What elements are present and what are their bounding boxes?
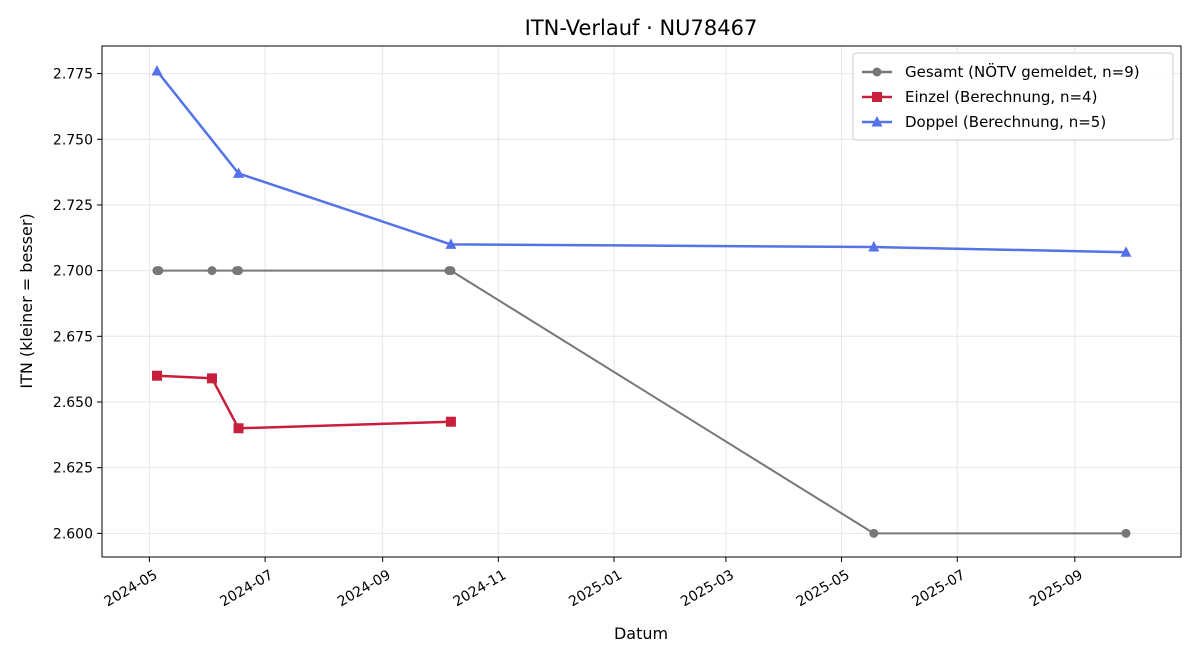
y-tick-label: 2.600 <box>53 526 93 542</box>
legend-label: Einzel (Berechnung, n=4) <box>905 88 1097 106</box>
legend-box <box>852 52 1174 141</box>
data-point-doppel <box>1120 246 1132 257</box>
chart-title: ITN-Verlauf · NU78467 <box>525 16 758 40</box>
legend-item-einzel: Einzel (Berechnung, n=4) <box>862 88 1097 106</box>
y-tick-label: 2.725 <box>53 198 93 214</box>
x-tick-label: 2024-09 <box>335 567 394 610</box>
data-point-gesamt <box>207 266 217 276</box>
data-point-einzel <box>233 423 244 434</box>
plot-frame <box>101 45 1182 558</box>
data-point-doppel <box>868 240 880 252</box>
x-tick-label: 2024-07 <box>217 567 276 610</box>
y-tick-label: 2.750 <box>53 132 93 148</box>
legend-marker <box>871 116 883 127</box>
x-tick-label: 2024-11 <box>451 567 510 610</box>
x-tick-label: 2025-09 <box>1027 567 1086 610</box>
data-point-gesamt <box>154 266 164 276</box>
x-tick-label: 2025-03 <box>678 567 737 610</box>
data-point-einzel <box>206 373 217 384</box>
data-point-einzel <box>445 416 456 427</box>
y-axis: 2.600 2.625 2.650 2.675 2.700 2.725 2.750 2.775 <box>53 67 102 542</box>
legend-marker <box>872 67 882 77</box>
series-gesamt <box>152 266 1131 538</box>
data-point-doppel <box>151 64 163 76</box>
x-tick-label: 2024-05 <box>102 567 161 610</box>
data-point-gesamt <box>869 528 879 538</box>
series-doppel <box>151 64 1132 257</box>
data-point-gesamt <box>446 266 456 276</box>
y-axis-label: ITN (kleiner = besser) <box>17 213 36 388</box>
x-tick-label: 2025-05 <box>794 567 853 610</box>
legend-item-gesamt: Gesamt (NÖTV gemeldet, n=9) <box>862 62 1140 81</box>
legend-marker <box>872 92 882 102</box>
legend-label: Gesamt (NÖTV gemeldet, n=9) <box>905 62 1140 81</box>
y-tick-label: 2.650 <box>53 395 93 411</box>
y-tick-label: 2.775 <box>53 67 93 83</box>
y-tick-label: 2.675 <box>53 329 93 345</box>
y-tick-label: 2.625 <box>53 461 93 477</box>
x-axis-label: Datum <box>614 624 668 643</box>
data-point-doppel <box>233 167 245 178</box>
series-line-einzel <box>156 374 451 430</box>
legend: Gesamt (NÖTV gemeldet, n=9) Einzel (Berec… <box>852 52 1174 141</box>
data-point-gesamt <box>1121 528 1131 538</box>
series-layer <box>151 64 1132 538</box>
legend-item-doppel: Doppel (Berechnung, n=5) <box>862 113 1106 131</box>
x-tick-label: 2025-01 <box>566 567 625 610</box>
data-point-doppel <box>445 238 457 249</box>
y-tick-label: 2.700 <box>53 264 93 280</box>
data-point-einzel <box>151 370 162 381</box>
x-tick-label: 2025-07 <box>909 567 968 610</box>
series-einzel <box>151 370 456 434</box>
x-axis: 2024-05 2024-07 2024-09 2024-11 2025-01 2025-… <box>102 557 1086 610</box>
data-point-gesamt <box>234 266 244 276</box>
legend-label: Doppel (Berechnung, n=5) <box>905 113 1106 131</box>
